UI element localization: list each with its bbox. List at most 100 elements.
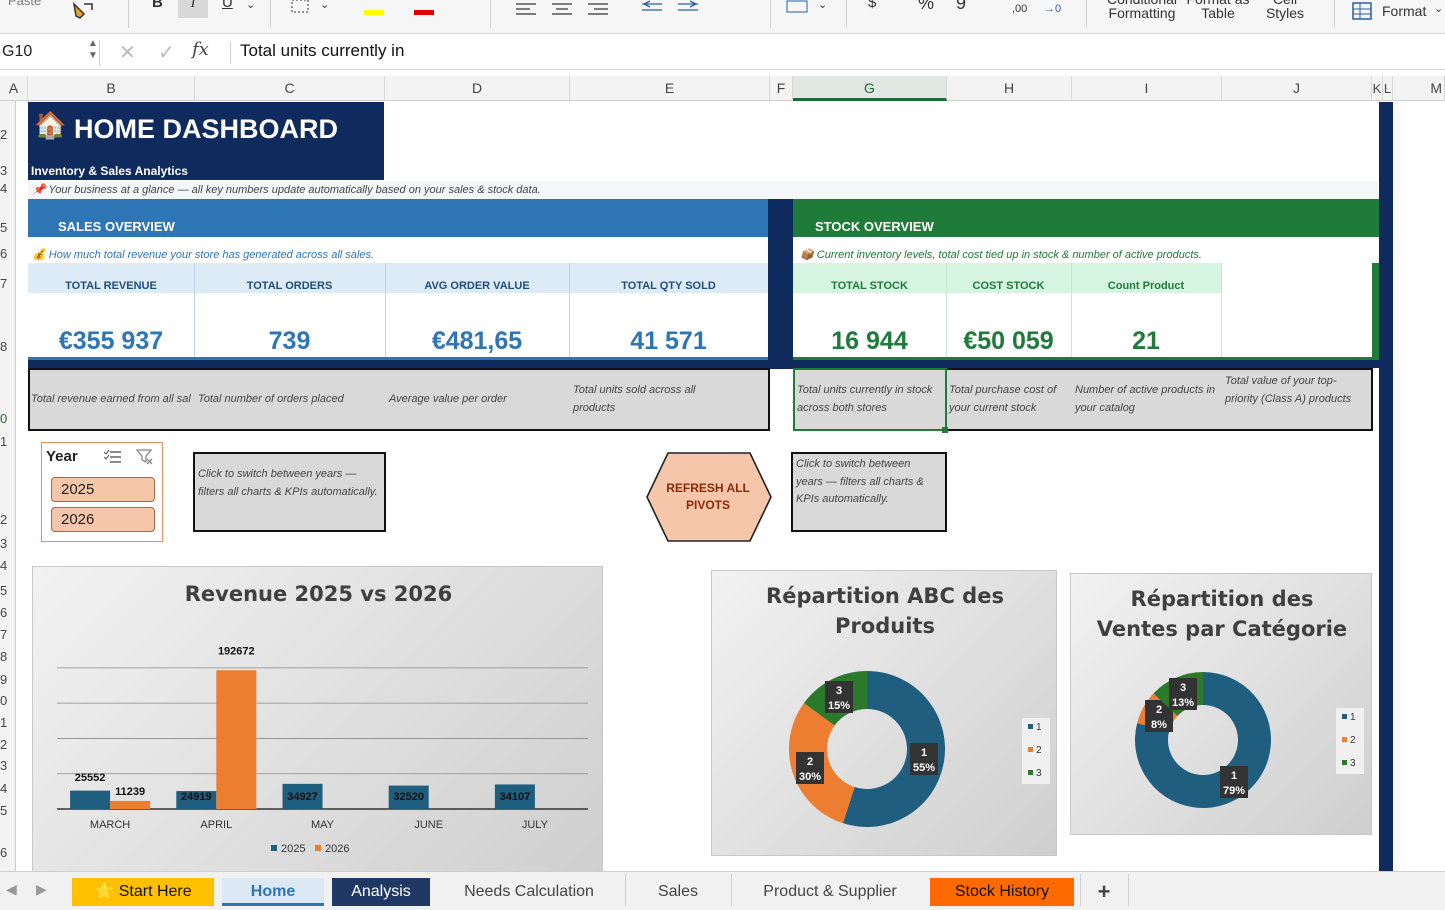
decrease-decimal-button[interactable]: →0	[1044, 3, 1062, 15]
title-banner	[28, 102, 384, 180]
paste-button[interactable]: Paste	[8, 0, 42, 8]
comma-button[interactable]: 9	[956, 0, 967, 13]
row-header[interactable]: 3	[0, 536, 8, 551]
row-header[interactable]: 9	[0, 672, 8, 687]
bar-2025-march	[70, 790, 111, 809]
multi-select-icon[interactable]	[104, 449, 122, 465]
row-header[interactable]: 2	[0, 512, 8, 527]
column-header-c[interactable]: C	[195, 76, 385, 101]
align-icons[interactable]	[516, 2, 616, 16]
row-header[interactable]: 4	[0, 781, 8, 796]
chevron-down-icon[interactable]: ⌄	[246, 0, 256, 11]
row-header[interactable]: 4	[0, 558, 8, 573]
chevron-down-icon[interactable]: ⌄	[818, 0, 828, 11]
column-headers: A B C D E F G H I J K L M	[0, 76, 1445, 101]
column-header-l[interactable]: L	[1383, 76, 1393, 101]
column-header-e[interactable]: E	[570, 76, 770, 101]
underline-button[interactable]: U	[222, 0, 233, 11]
italic-button[interactable]: I	[178, 0, 208, 18]
revenue-chart-plot: 25552 11239 MARCH 24919 192672 APRIL 34927 MAY 3…	[57, 645, 588, 855]
abc-chart[interactable]: Répartition ABC des Produits 1 55% 2 30% 3 15…	[711, 570, 1057, 856]
format-as-table-button[interactable]: Format as Table	[1186, 0, 1249, 21]
tab-sales[interactable]: Sales	[657, 883, 699, 900]
refresh-pivots-button[interactable]	[646, 452, 772, 543]
bold-button[interactable]: B	[152, 0, 163, 11]
borders-icon[interactable]	[290, 0, 312, 14]
format-painter-icon[interactable]	[70, 0, 96, 22]
row-header[interactable]: 3	[0, 163, 8, 178]
conditional-formatting-button[interactable]: Conditional Formatting	[1107, 0, 1177, 21]
tab-needs-calculation[interactable]: Needs Calculation	[464, 883, 594, 900]
legend-box	[1336, 708, 1364, 774]
row-header[interactable]: 5	[0, 583, 8, 598]
fill-handle[interactable]	[942, 427, 948, 433]
row-header[interactable]: 8	[0, 649, 8, 664]
tab-product-supplier[interactable]: Product & Supplier	[763, 883, 897, 900]
column-header-b[interactable]: B	[28, 76, 195, 101]
row-header[interactable]: 6	[0, 246, 8, 261]
add-sheet-button[interactable]: +	[1097, 879, 1111, 904]
chevron-down-icon[interactable]: ⌄	[320, 0, 330, 11]
increase-decimal-button[interactable]: ,00	[1012, 3, 1028, 15]
row-header[interactable]: 7	[0, 276, 8, 291]
slicer-item-2026[interactable]: 2026	[51, 507, 155, 532]
category-label: MARCH	[90, 819, 130, 831]
tab-scroll-left-icon[interactable]: ◀	[6, 881, 17, 897]
column-header-f[interactable]: F	[770, 76, 793, 101]
legend-swatch	[1028, 747, 1033, 752]
merge-icon[interactable]	[786, 0, 810, 14]
category-chart[interactable]: Répartition des Ventes par Catégorie 1 79…	[1070, 573, 1372, 835]
font-color-icon[interactable]	[414, 0, 436, 16]
enter-icon[interactable]: ✓	[158, 42, 175, 64]
format-button[interactable]: Format	[1382, 3, 1427, 19]
row-header[interactable]: 1	[0, 434, 8, 449]
slicer-item-2025[interactable]: 2025	[51, 477, 155, 502]
row-header[interactable]: 5	[0, 220, 8, 235]
tab-start-here[interactable]: ⭐ Start Here	[72, 878, 214, 906]
row-header-selected[interactable]: 0	[0, 411, 8, 426]
row-header[interactable]: 6	[0, 605, 8, 620]
tab-analysis[interactable]: Analysis	[332, 878, 430, 906]
indent-icon[interactable]	[642, 0, 702, 14]
cell-styles-button[interactable]: Cell Styles	[1265, 0, 1305, 21]
column-header-m[interactable]: M	[1393, 76, 1445, 101]
cancel-icon[interactable]: ✕	[119, 42, 136, 64]
refresh-pivots-label[interactable]: REFRESH ALL PIVOTS	[666, 481, 750, 512]
legend-swatch	[315, 845, 321, 851]
name-box-stepper-icon[interactable]: ▲ ▼	[88, 38, 98, 61]
row-header[interactable]: 6	[0, 845, 8, 860]
clear-filter-icon[interactable]	[136, 449, 154, 465]
currency-button[interactable]: $	[868, 0, 877, 11]
category-label: MAY	[311, 819, 335, 831]
column-header-h[interactable]: H	[947, 76, 1072, 101]
sales-overview-header: SALES OVERVIEW	[28, 199, 768, 237]
fill-color-icon[interactable]	[364, 0, 386, 16]
row-header[interactable]: 7	[0, 627, 8, 642]
slice-category-label: 2	[807, 756, 813, 768]
row-header[interactable]: 0	[0, 693, 8, 708]
row-header[interactable]: 4	[0, 181, 8, 196]
row-header[interactable]: 3	[0, 758, 8, 773]
formula-input[interactable]: Total units currently in	[240, 41, 405, 60]
column-header-i[interactable]: I	[1072, 76, 1222, 101]
tab-home[interactable]: Home	[222, 878, 324, 906]
column-header-d[interactable]: D	[385, 76, 570, 101]
chevron-down-icon[interactable]: ⌄	[1434, 3, 1444, 15]
tab-scroll-right-icon[interactable]: ▶	[36, 881, 47, 897]
insert-function-icon[interactable]: fx	[192, 39, 209, 60]
row-header[interactable]: 2	[0, 127, 8, 142]
row-header[interactable]: 1	[0, 715, 8, 730]
row-header[interactable]: 8	[0, 339, 8, 354]
selected-cell-g10[interactable]	[793, 368, 947, 431]
name-box[interactable]: G10	[0, 40, 100, 66]
revenue-chart[interactable]: Revenue 2025 vs 2026 25552 11239 MARCH 2491…	[32, 566, 603, 872]
column-header-j[interactable]: J	[1222, 76, 1372, 101]
column-header-a[interactable]: A	[0, 76, 28, 101]
row-header[interactable]: 5	[0, 803, 8, 818]
column-header-g[interactable]: G	[793, 76, 947, 101]
tab-stock-history[interactable]: Stock History	[930, 878, 1074, 906]
column-header-k[interactable]: K	[1372, 76, 1383, 101]
row-header[interactable]: 2	[0, 737, 8, 752]
percent-button[interactable]: %	[918, 0, 935, 13]
kpi-label-cost-stock: COST STOCK	[972, 280, 1045, 292]
